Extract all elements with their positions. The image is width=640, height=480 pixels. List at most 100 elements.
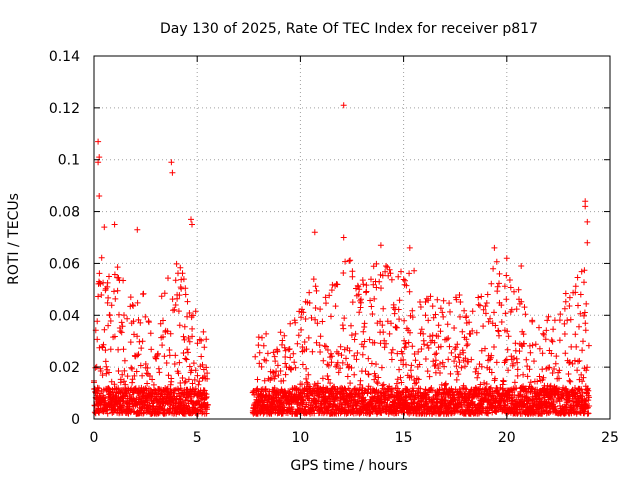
data-point: [448, 349, 455, 356]
data-point: [281, 332, 288, 339]
data-point: [204, 375, 211, 382]
data-point: [577, 310, 584, 317]
data-point: [443, 336, 450, 343]
data-point: [500, 398, 507, 404]
data-point: [108, 302, 115, 309]
data-point: [379, 322, 386, 329]
data-point: [179, 375, 186, 381]
data-point: [355, 387, 362, 394]
data-point: [352, 330, 359, 337]
data-point: [311, 229, 318, 236]
data-point: [383, 263, 389, 269]
data-point: [134, 226, 141, 233]
data-point: [498, 319, 505, 325]
data-point: [128, 364, 135, 371]
data-point: [377, 318, 384, 325]
data-point: [422, 356, 429, 362]
data-point: [351, 336, 358, 343]
data-point: [447, 308, 453, 315]
data-point: [520, 331, 527, 338]
y-tick-label: 0.14: [49, 49, 80, 65]
data-point: [540, 330, 547, 337]
data-point: [96, 154, 103, 161]
data-point: [192, 308, 199, 315]
chart-title: Day 130 of 2025, Rate Of TEC Index for r…: [160, 21, 538, 37]
data-point: [97, 280, 104, 287]
data-point: [305, 371, 312, 378]
data-point: [167, 330, 174, 337]
data-point: [463, 336, 470, 343]
data-point: [169, 169, 176, 176]
data-point: [140, 290, 147, 297]
data-point: [137, 362, 144, 369]
data-point: [412, 357, 419, 364]
data-point: [303, 375, 310, 382]
data-point: [100, 341, 107, 348]
data-point: [417, 385, 424, 392]
data-point: [97, 402, 104, 409]
data-point: [349, 273, 356, 280]
data-point: [501, 401, 508, 408]
data-point: [536, 345, 543, 352]
data-point: [452, 344, 459, 351]
data-point: [252, 353, 259, 360]
data-point: [115, 346, 122, 353]
data-point: [482, 345, 488, 352]
data-point: [288, 365, 295, 372]
data-point: [280, 404, 287, 410]
data-point: [439, 359, 446, 366]
data-point: [298, 326, 305, 333]
data-point: [198, 353, 205, 360]
data-point: [482, 310, 489, 317]
data-point: [480, 323, 487, 330]
data-point: [173, 260, 180, 267]
data-point: [171, 387, 178, 394]
data-point: [111, 288, 117, 295]
data-point: [518, 396, 525, 403]
data-point: [310, 276, 317, 283]
data-point: [388, 349, 395, 356]
data-point: [369, 311, 376, 317]
data-point: [528, 384, 535, 391]
data-point: [529, 317, 536, 324]
data-point: [378, 364, 385, 371]
data-point: [552, 360, 559, 367]
data-point: [439, 309, 446, 316]
data-point: [474, 374, 481, 381]
data-point: [359, 351, 366, 358]
data-point: [480, 306, 487, 313]
data-point: [566, 377, 573, 384]
data-point: [564, 317, 571, 324]
data-point: [274, 348, 281, 355]
data-point: [457, 299, 464, 305]
data-point: [437, 343, 444, 350]
data-point: [547, 382, 554, 389]
data-point: [165, 275, 171, 282]
data-point: [306, 289, 313, 296]
data-point: [365, 355, 372, 362]
data-point: [163, 360, 170, 366]
data-point: [463, 342, 470, 349]
data-point: [121, 378, 127, 385]
data-point: [171, 361, 178, 367]
data-point: [282, 360, 289, 367]
data-point: [189, 380, 196, 387]
data-point: [264, 350, 271, 357]
data-point: [463, 386, 470, 393]
data-point: [418, 326, 425, 333]
data-point: [108, 378, 115, 385]
data-point: [565, 389, 572, 396]
data-point: [536, 373, 543, 380]
data-point: [203, 336, 210, 343]
data-point: [118, 329, 125, 336]
data-point: [360, 281, 367, 288]
data-point: [373, 379, 380, 385]
data-point: [547, 395, 554, 401]
x-tick-label: 25: [601, 430, 619, 446]
data-point: [131, 372, 138, 379]
data-point: [453, 296, 460, 303]
data-point: [493, 359, 500, 366]
data-point: [507, 284, 514, 291]
data-point: [567, 316, 574, 323]
